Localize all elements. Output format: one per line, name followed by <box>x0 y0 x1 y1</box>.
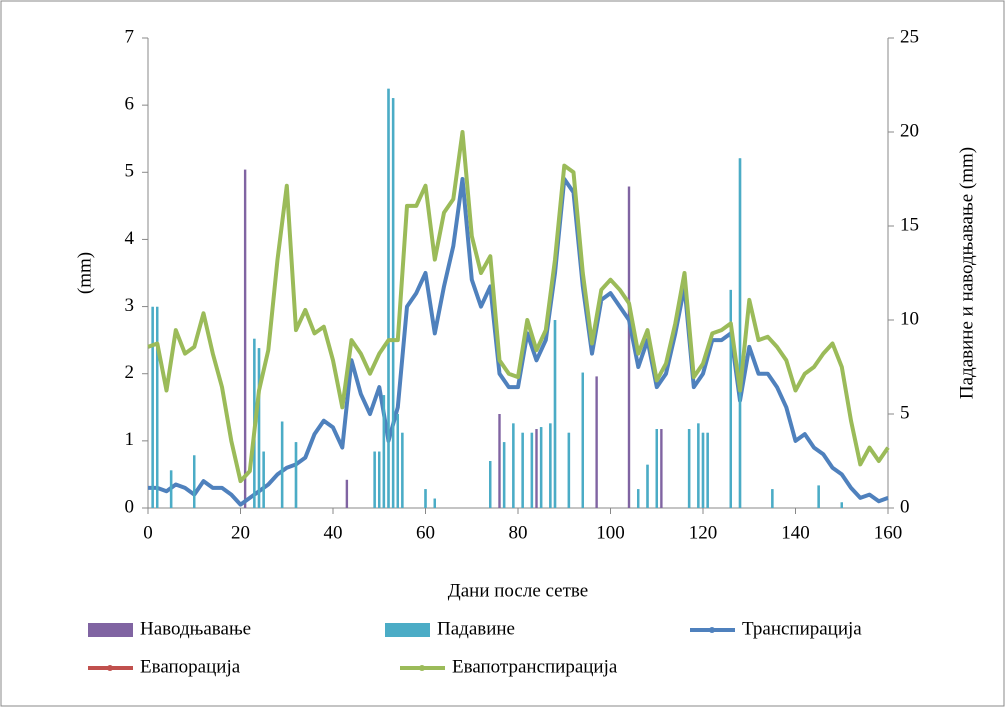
bar <box>512 423 515 508</box>
x-tick-label: 0 <box>143 522 153 543</box>
bar <box>243 169 247 508</box>
bar <box>378 451 381 508</box>
x-tick-label: 120 <box>689 522 718 543</box>
bar <box>549 423 552 508</box>
x-tick-label: 20 <box>231 522 250 543</box>
legend-swatch <box>88 623 133 637</box>
y2-axis-title: Падавине и наводњавање (mm) <box>956 147 977 399</box>
legend-label: Евапорација <box>140 656 241 677</box>
bar <box>553 320 557 508</box>
bar <box>840 502 843 508</box>
legend-marker <box>107 665 113 671</box>
bar <box>489 461 492 508</box>
y2-tick-label: 5 <box>900 402 910 423</box>
y2-tick-label: 0 <box>900 496 910 517</box>
bar <box>156 306 159 508</box>
x-tick-label: 60 <box>416 522 435 543</box>
bar <box>581 372 584 508</box>
bar <box>391 98 395 508</box>
bar <box>701 432 705 508</box>
x-tick-label: 160 <box>874 522 903 543</box>
bar <box>595 376 598 508</box>
bar <box>280 421 284 508</box>
bar <box>687 429 691 508</box>
bar <box>729 289 732 508</box>
y2-tick-label: 15 <box>900 214 919 235</box>
y-axis-title: (mm) <box>74 252 95 294</box>
bar <box>521 432 524 508</box>
bar <box>637 489 640 508</box>
bar <box>498 414 501 508</box>
bar <box>567 432 571 508</box>
bar <box>382 395 386 508</box>
bar <box>294 442 298 508</box>
legend-label: Евапотранспирација <box>452 656 618 677</box>
legend-marker <box>419 665 425 671</box>
bar <box>433 498 436 508</box>
bar <box>169 470 173 508</box>
legend-swatch <box>385 623 430 637</box>
y-tick-label: 1 <box>125 429 135 450</box>
bar <box>387 88 390 508</box>
bar <box>401 432 404 508</box>
bar <box>530 432 534 508</box>
y2-tick-label: 10 <box>900 308 919 329</box>
legend-label: Падавине <box>437 618 515 639</box>
x-tick-label: 40 <box>324 522 343 543</box>
y-tick-label: 2 <box>125 362 135 383</box>
bar <box>262 451 265 508</box>
bar <box>817 485 820 508</box>
y-tick-label: 6 <box>125 94 135 115</box>
bar <box>396 414 399 508</box>
bar <box>627 186 631 508</box>
bar <box>646 464 649 508</box>
y2-tick-label: 20 <box>900 120 919 141</box>
bar <box>539 427 543 508</box>
y-tick-label: 0 <box>125 496 135 517</box>
bar <box>655 429 658 508</box>
legend-label: Наводњавање <box>140 618 251 639</box>
bar <box>373 451 376 508</box>
bar <box>771 489 774 508</box>
bar <box>151 306 154 508</box>
x-tick-label: 140 <box>781 522 810 543</box>
bar <box>193 455 196 508</box>
y-tick-label: 5 <box>125 161 135 182</box>
bar <box>502 442 506 508</box>
x-axis-title: Дани после сетве <box>448 580 588 601</box>
bar <box>697 423 700 508</box>
line <box>148 177 889 507</box>
bar <box>738 158 742 508</box>
legend-label: Транспирација <box>742 618 862 639</box>
bar <box>345 479 349 508</box>
x-tick-label: 80 <box>509 522 528 543</box>
y-tick-label: 7 <box>125 26 135 47</box>
bar <box>660 429 663 508</box>
x-tick-label: 100 <box>596 522 625 543</box>
y2-tick-label: 25 <box>900 26 919 47</box>
y-tick-label: 4 <box>125 228 135 249</box>
legend-marker <box>709 627 715 633</box>
bar <box>535 429 538 508</box>
y-tick-label: 3 <box>125 295 135 316</box>
bar <box>424 489 427 508</box>
line <box>147 130 890 484</box>
bar <box>706 432 709 508</box>
bar <box>257 348 261 508</box>
